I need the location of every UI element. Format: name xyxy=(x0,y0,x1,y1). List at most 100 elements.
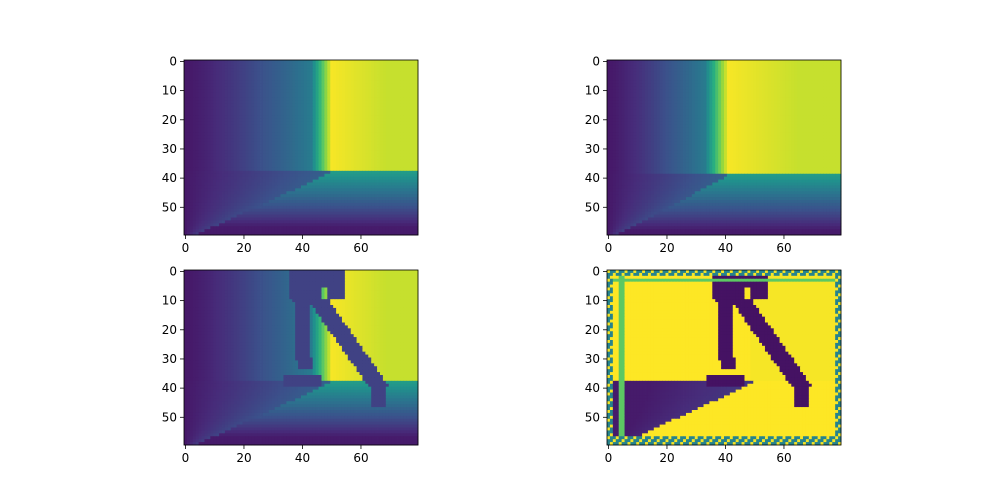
heatmap-cell xyxy=(303,162,308,166)
heatmap-cell xyxy=(245,147,249,151)
heatmap-cell xyxy=(344,95,349,99)
heatmap-cell xyxy=(292,103,296,108)
heatmap-cell xyxy=(406,60,410,64)
heatmap-cell xyxy=(391,132,395,137)
heatmap-cell xyxy=(227,159,232,163)
heatmap-cell xyxy=(201,167,205,172)
heatmap-cell xyxy=(216,95,220,99)
heatmap-cell xyxy=(257,121,261,125)
heatmap-cell xyxy=(277,71,281,75)
heatmap-cell xyxy=(306,176,311,180)
heatmap-cell xyxy=(388,121,393,125)
heatmap-cell xyxy=(397,86,401,90)
heatmap-cell xyxy=(242,182,246,186)
heatmap-cell xyxy=(368,191,372,195)
heatmap-cell xyxy=(339,106,343,110)
heatmap-cell xyxy=(327,229,331,233)
heatmap-cell xyxy=(333,115,337,119)
heatmap-cell xyxy=(829,60,833,64)
heatmap-cell xyxy=(301,200,305,204)
heatmap-cell xyxy=(248,185,252,189)
heatmap-cell xyxy=(306,194,311,198)
heatmap-cell xyxy=(265,147,270,151)
heatmap-cell xyxy=(353,68,357,73)
heatmap-cell xyxy=(324,89,328,93)
heatmap-cell xyxy=(353,83,357,87)
heatmap-cell xyxy=(394,153,398,157)
heatmap-cell xyxy=(207,167,211,172)
heatmap-cell xyxy=(400,103,404,108)
heatmap-cell xyxy=(283,147,287,151)
heatmap-cell xyxy=(248,144,252,148)
heatmap-cell xyxy=(195,60,200,64)
heatmap-cell xyxy=(347,194,352,198)
heatmap-cell xyxy=(309,74,314,78)
heatmap-cell xyxy=(251,156,255,160)
heatmap-cell xyxy=(412,92,416,96)
heatmap-cell xyxy=(216,197,220,201)
heatmap-cell xyxy=(379,156,384,160)
heatmap-cell xyxy=(330,214,334,218)
heatmap-cell xyxy=(353,197,357,201)
heatmap-cell xyxy=(219,179,223,183)
heatmap-cell xyxy=(283,191,287,195)
heatmap-cell xyxy=(321,214,325,218)
heatmap-cell xyxy=(379,65,384,70)
heatmap-cell xyxy=(303,77,308,81)
heatmap-cell xyxy=(268,205,273,210)
heatmap-cell xyxy=(356,65,360,70)
heatmap-cell xyxy=(779,60,783,64)
heatmap-cell xyxy=(298,220,302,224)
heatmap-cell xyxy=(321,182,325,186)
heatmap-cell xyxy=(277,153,281,157)
heatmap-cell xyxy=(385,132,390,137)
heatmap-cell xyxy=(379,103,384,108)
heatmap-cell xyxy=(385,144,390,148)
heatmap-cell xyxy=(321,106,325,110)
heatmap-cell xyxy=(318,138,322,143)
heatmap-cell xyxy=(201,141,205,145)
heatmap-cell xyxy=(295,115,299,119)
heatmap-cell xyxy=(274,150,278,154)
heatmap-cell xyxy=(339,97,343,102)
heatmap-cell xyxy=(271,211,276,215)
heatmap-cell xyxy=(271,65,276,70)
heatmap-cell xyxy=(242,232,246,236)
heatmap-cell xyxy=(315,60,319,64)
heatmap-cell xyxy=(379,223,384,227)
heatmap-cell xyxy=(195,165,200,169)
heatmap-cell xyxy=(283,144,287,148)
heatmap-cell xyxy=(301,188,305,192)
heatmap-cell xyxy=(239,191,243,195)
heatmap-cell xyxy=(368,89,372,93)
heatmap-cell xyxy=(382,100,387,105)
heatmap-cell xyxy=(186,159,191,163)
heatmap-cell xyxy=(318,60,322,64)
heatmap-cell xyxy=(204,194,208,198)
heatmap-cell xyxy=(397,211,401,215)
heatmap-cell xyxy=(668,60,672,64)
heatmap-cell xyxy=(394,112,398,116)
heatmap-cell xyxy=(359,185,363,189)
heatmap-cell xyxy=(207,68,211,73)
heatmap-cell xyxy=(204,223,208,227)
heatmap-cell xyxy=(327,159,331,163)
heatmap-cell xyxy=(791,62,795,67)
heatmap-cell xyxy=(213,176,217,180)
heatmap-cell xyxy=(306,197,311,201)
heatmap-cell xyxy=(207,86,211,90)
heatmap-cell xyxy=(330,124,334,128)
heatmap-cell xyxy=(192,141,197,145)
heatmap-cell xyxy=(280,124,284,128)
heatmap-cell xyxy=(233,106,238,110)
heatmap-cell xyxy=(236,92,240,96)
heatmap-cell xyxy=(379,232,384,236)
heatmap-cell xyxy=(712,62,716,67)
heatmap-cell xyxy=(344,121,349,125)
heatmap-cell xyxy=(782,60,786,64)
heatmap-cell xyxy=(303,103,308,108)
heatmap-cell xyxy=(400,86,404,90)
heatmap-cell xyxy=(295,185,299,189)
heatmap-cell xyxy=(409,188,413,192)
heatmap-cell xyxy=(216,92,220,96)
